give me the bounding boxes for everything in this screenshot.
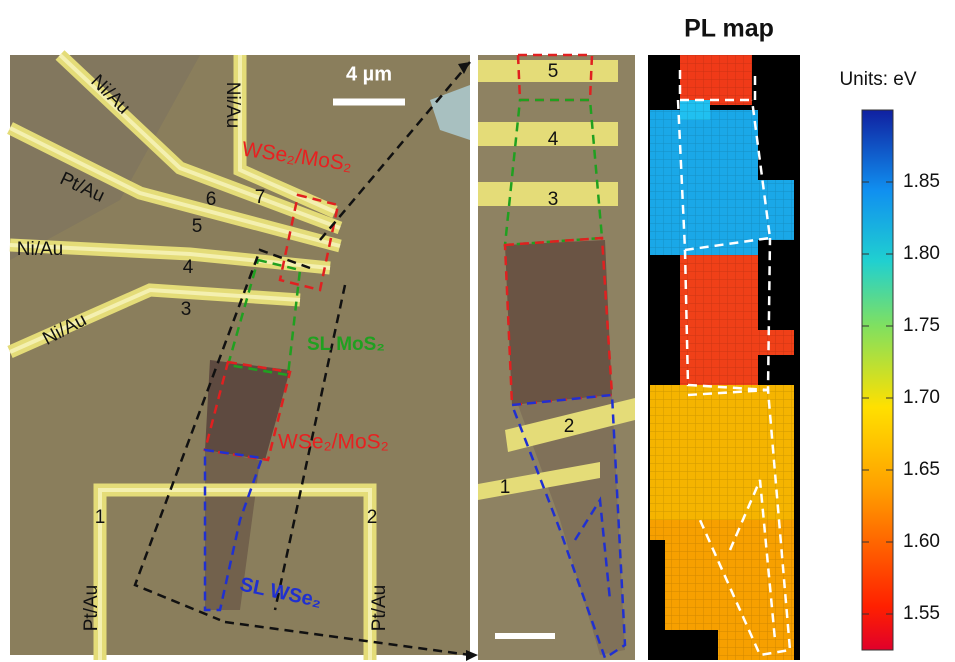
region-label: SL MoS₂ (307, 334, 385, 355)
tick-label: 1.85 (903, 171, 940, 192)
tick-label: 1.70 (903, 387, 940, 408)
electrode-label: Ni/Au (222, 82, 243, 128)
electrode-number: 1 (500, 477, 511, 498)
electrode-number: 3 (548, 189, 559, 210)
title: PL map (684, 15, 774, 43)
scale-label: 4 µm (346, 63, 392, 85)
electrode-label: Ni/Au (17, 239, 63, 260)
tick-label: 1.60 (903, 531, 940, 552)
electrode-number: 6 (206, 189, 217, 210)
electrode-number: 5 (192, 216, 203, 237)
figure: 4 µm Ni/Au Ni/Au Pt/Au Ni/Au Ni/Au Pt/Au… (0, 0, 955, 662)
electrode-number: 1 (95, 507, 106, 528)
electrode-number: 3 (181, 299, 192, 320)
electrode-number: 4 (548, 129, 559, 150)
optical-image: 4 µm Ni/Au Ni/Au Pt/Au Ni/Au Ni/Au Pt/Au… (10, 55, 478, 661)
tick-label: 1.65 (903, 459, 940, 480)
electrode-number: 5 (548, 61, 559, 82)
pl-map (648, 55, 800, 660)
tick-label: 1.75 (903, 315, 940, 336)
electrode-number: 7 (255, 187, 266, 208)
region-label: WSe₂/MoS₂ (278, 431, 389, 454)
electrode-number: 4 (183, 257, 194, 278)
tick-label: 1.55 (903, 603, 940, 624)
tick-label: 1.80 (903, 243, 940, 264)
electrode-number: 2 (367, 507, 378, 528)
zoom-image: 5 4 3 2 1 (478, 55, 635, 660)
colorbar-title: Units: eV (839, 69, 916, 90)
electrode-label: Pt/Au (369, 585, 390, 631)
colorbar: 1.55 1.60 1.65 1.70 1.75 1.80 1.85 (862, 110, 940, 650)
electrode-number: 2 (564, 416, 575, 437)
electrode-label: Pt/Au (81, 585, 102, 631)
